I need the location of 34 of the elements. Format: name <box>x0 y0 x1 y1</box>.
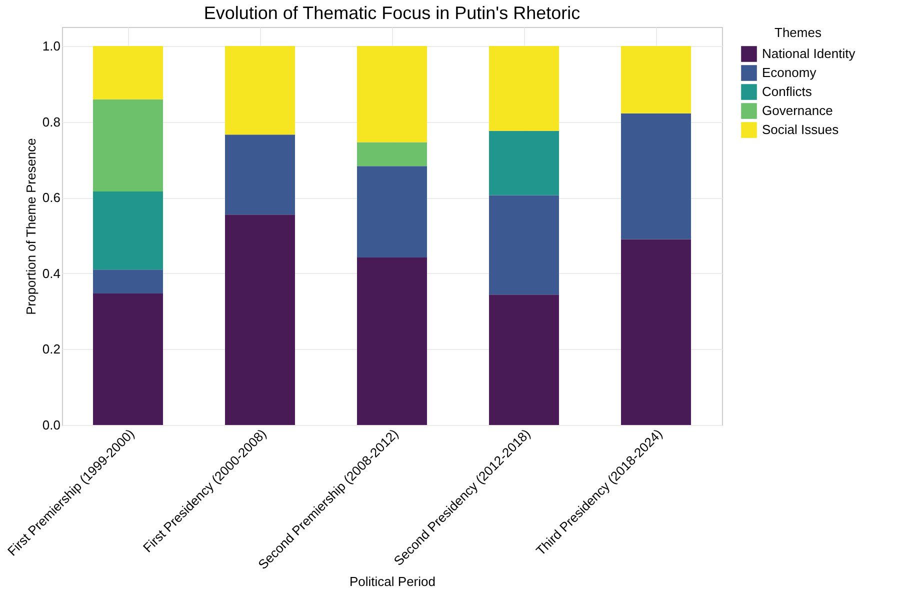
bar <box>621 239 691 425</box>
legend-label: Conflicts <box>762 84 812 99</box>
bar <box>93 192 163 270</box>
bar <box>93 99 163 192</box>
y-tick-label: 0.8 <box>42 114 60 130</box>
legend-label: Governance <box>762 103 833 118</box>
bar <box>357 166 427 258</box>
bar <box>489 195 559 295</box>
bar <box>93 293 163 425</box>
x-axis-title: Political Period <box>350 574 436 590</box>
bar <box>93 270 163 294</box>
legend-label: Social Issues <box>762 122 840 137</box>
y-axis-title: Proportion of Theme Presence <box>23 138 38 315</box>
bar <box>621 46 691 114</box>
y-tick-label: 1.0 <box>42 38 60 54</box>
bar <box>357 46 427 142</box>
y-tick-label: 0.4 <box>42 266 60 281</box>
bar <box>93 46 163 100</box>
bar <box>357 142 427 166</box>
y-tick-label: 0.2 <box>42 342 60 357</box>
bar <box>225 214 295 425</box>
bar <box>489 294 559 425</box>
bar <box>357 257 427 425</box>
y-tick-label: 0.6 <box>42 190 60 206</box>
y-tick-label: 0.0 <box>42 418 60 432</box>
bar <box>621 113 691 240</box>
bar <box>489 130 559 196</box>
chart-title: Evolution of Thematic Focus in Putin's Rhetoric <box>204 3 580 23</box>
legend-title: Themes <box>774 25 822 40</box>
bar <box>225 134 295 215</box>
bar <box>489 46 559 131</box>
legend-label: Economy <box>762 65 817 80</box>
bar <box>225 46 295 135</box>
legend-label: National Identity <box>762 46 856 61</box>
